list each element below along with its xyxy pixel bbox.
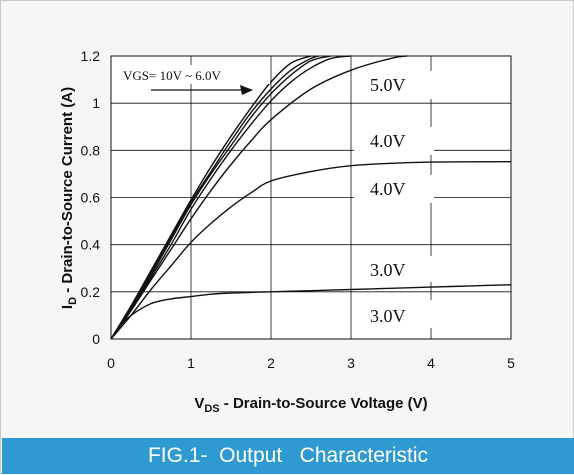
- y-tick-label: 0.8: [81, 142, 101, 158]
- y-tick-label: 0.4: [81, 237, 101, 253]
- y-tick-label: 0.6: [81, 190, 101, 206]
- vgs-arrow-head: [240, 85, 253, 95]
- label-5v-bg: [354, 71, 434, 99]
- x-tick-label: 2: [267, 355, 275, 371]
- y-axis-label-sub: D: [67, 297, 79, 305]
- x-axis-label-rest: - Drain-to-Source Voltage (V): [220, 395, 428, 412]
- x-tick-label: 4: [427, 355, 435, 371]
- curve-label-4v-upper: 4.0V: [370, 131, 406, 151]
- plot-border: [110, 55, 512, 340]
- grid: [111, 56, 511, 339]
- curve-series-3: [110, 55, 352, 340]
- x-tick-label: 3: [347, 355, 355, 371]
- curves: [110, 55, 512, 340]
- x-tick-label: 0: [107, 355, 115, 371]
- curve-label-3v-lower: 3.0V: [370, 306, 406, 326]
- curve-series-4: [110, 55, 408, 340]
- curve-label-4v-lower: 4.0V: [370, 179, 406, 199]
- y-tick-label: 1.2: [81, 48, 101, 64]
- y-tick-label: 1: [92, 95, 100, 111]
- curve-series-2: [110, 55, 332, 340]
- label-3v-lower-bg: [354, 300, 434, 328]
- vgs-range-annotation: VGS= 10V ~ 6.0V: [123, 68, 222, 83]
- y-tick-label: 0.2: [81, 284, 101, 300]
- curve-series-0: [110, 55, 312, 340]
- curve-series-5: [110, 161, 512, 340]
- curve-label-3v-upper: 3.0V: [370, 260, 406, 280]
- y-axis-label-rest: - Drain-to-Source Current (A): [59, 87, 76, 297]
- x-axis-label-main: V: [194, 395, 204, 412]
- label-4v-lower-bg: [354, 175, 434, 203]
- x-tick-label: 5: [507, 355, 515, 371]
- tick-labels: 0 1 2 3 4 5 0 0.2 0.4 0.6 0.8 1 1.2: [81, 48, 516, 371]
- y-tick-label: 0: [92, 331, 100, 347]
- x-tick-label: 1: [187, 355, 195, 371]
- vgs-annotation-bg: [120, 65, 270, 84]
- y-axis-label-main: I: [59, 305, 76, 309]
- curve-label-5v: 5.0V: [370, 75, 406, 95]
- curve-series-1: [110, 55, 320, 340]
- label-4v-upper-bg: [354, 127, 434, 155]
- x-axis-label: VDS - Drain-to-Source Voltage (V): [194, 395, 427, 415]
- y-axis-label: ID - Drain-to-Source Current (A): [59, 87, 79, 309]
- curve-series-6: [110, 284, 512, 340]
- label-3v-upper-bg: [354, 256, 434, 282]
- figure-caption: FIG.1- Output Characteristic: [2, 438, 574, 474]
- x-axis-label-sub: DS: [204, 403, 219, 415]
